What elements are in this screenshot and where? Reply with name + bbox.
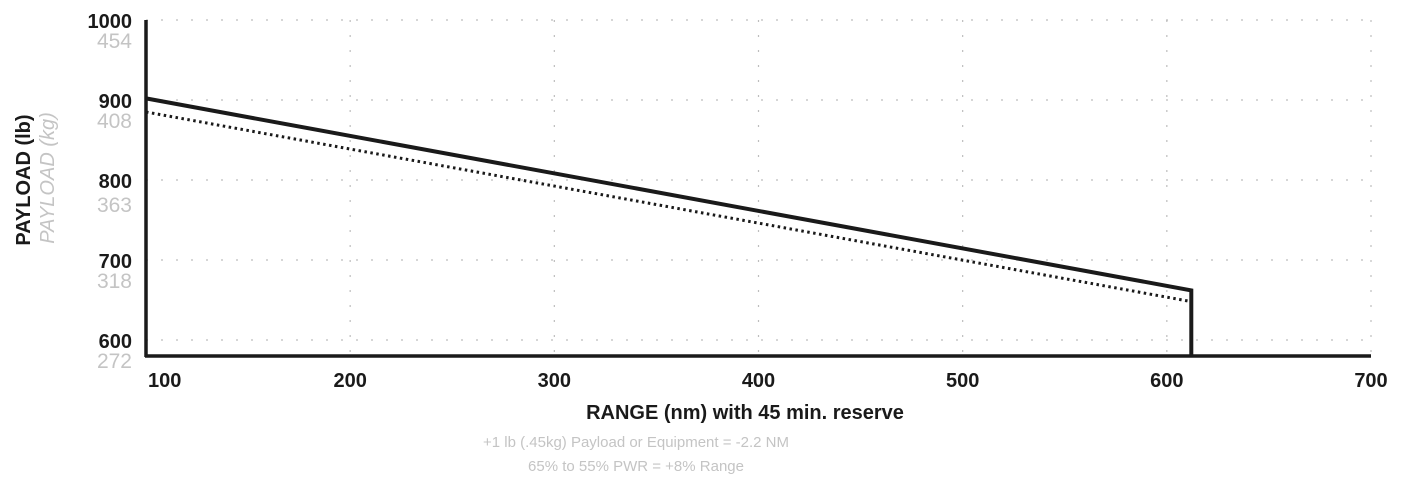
axis-layer xyxy=(144,20,1371,358)
note-payload-equipment: +1 lb (.45kg) Payload or Equipment = -2.… xyxy=(483,434,789,451)
x-tick-label: 500 xyxy=(946,370,979,392)
series-layer xyxy=(145,96,1194,356)
y-tick-label-lb: 600 xyxy=(99,331,132,353)
y-tick-label-kg: 363 xyxy=(97,194,132,217)
y-tick-label-kg: 454 xyxy=(97,30,132,53)
x-tick-label: 400 xyxy=(742,370,775,392)
y-axis-label-lb: PAYLOAD (lb) xyxy=(13,114,35,245)
grid-layer xyxy=(146,19,1372,356)
x-tick-label: 100 xyxy=(148,370,181,392)
x-tick-label: 700 xyxy=(1354,370,1387,392)
x-tick-label: 300 xyxy=(538,370,571,392)
y-axis-label-kg: PAYLOAD (kg) xyxy=(37,112,59,244)
dotted-payload-line xyxy=(145,110,1192,304)
y-tick-label-lb: 900 xyxy=(99,91,132,113)
y-tick-label-kg: 272 xyxy=(97,350,132,373)
solid-payload-line xyxy=(145,96,1194,356)
x-tick-label: 200 xyxy=(333,370,366,392)
y-tick-label-kg: 318 xyxy=(97,270,132,293)
y-tick-label-kg: 408 xyxy=(97,110,132,133)
y-tick-label-lb: 1000 xyxy=(88,11,133,33)
x-axis-label: RANGE (nm) with 45 min. reserve xyxy=(586,402,904,424)
y-tick-label-lb: 800 xyxy=(99,171,132,193)
y-tick-label-lb: 700 xyxy=(99,251,132,273)
note-power-range: 65% to 55% PWR = +8% Range xyxy=(528,458,744,475)
tick-layer: 1000 900 800 700 600 454 408 363 318 272 100 200 300… xyxy=(88,11,1388,392)
x-tick-label: 600 xyxy=(1150,370,1183,392)
